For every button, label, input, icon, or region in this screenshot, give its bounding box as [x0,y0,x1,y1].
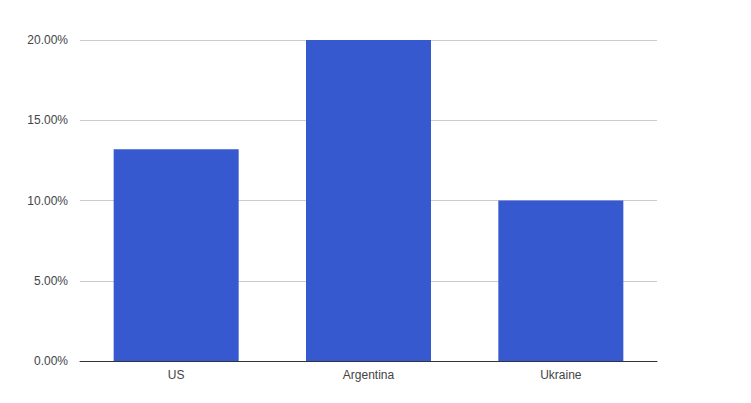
svg-text:5.00%: 5.00% [34,274,68,288]
svg-text:Ukraine: Ukraine [540,368,582,382]
svg-text:0.00%: 0.00% [34,354,68,368]
svg-text:US: US [168,368,185,382]
svg-text:15.00%: 15.00% [27,113,68,127]
svg-text:Argentina: Argentina [343,368,395,382]
svg-text:10.00%: 10.00% [27,194,68,208]
svg-text:20.00%: 20.00% [27,33,68,47]
